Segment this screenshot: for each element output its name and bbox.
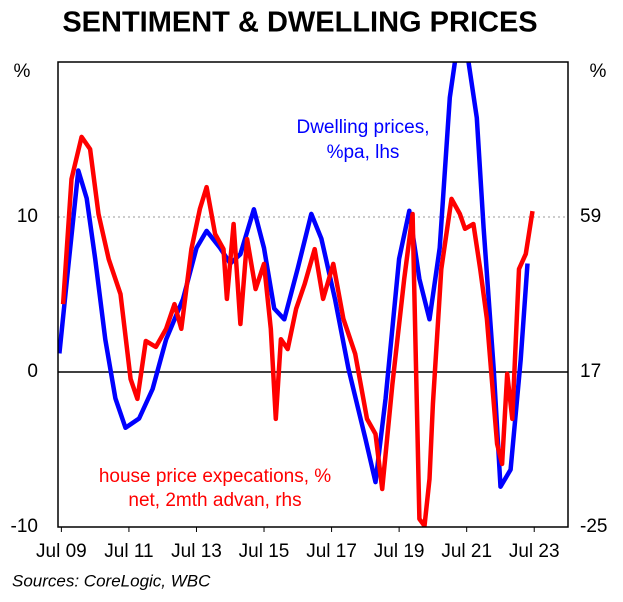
y-axis-label: % bbox=[14, 61, 31, 82]
y2-axis-label: % bbox=[590, 61, 607, 82]
annotation: net, 2mth advan, rhs bbox=[128, 490, 301, 511]
x-tick-label: Jul 15 bbox=[239, 541, 290, 562]
x-tick-label: Jul 17 bbox=[306, 541, 357, 562]
annotation: Dwelling prices, bbox=[296, 117, 429, 138]
series-line bbox=[58, 62, 530, 489]
chart-title: SENTIMENT & DWELLING PRICES bbox=[62, 7, 537, 39]
source-note: Sources: CoreLogic, WBC bbox=[12, 571, 211, 590]
plot-frame bbox=[57, 61, 569, 528]
x-tick-label: Jul 19 bbox=[374, 541, 425, 562]
y2-tick-label: -25 bbox=[580, 516, 607, 537]
y-tick-label: 10 bbox=[17, 206, 38, 227]
y-tick-label: -10 bbox=[11, 516, 38, 537]
x-tick-label: Jul 21 bbox=[441, 541, 492, 562]
y2-tick-label: 17 bbox=[580, 361, 601, 382]
x-tick-label: Jul 23 bbox=[509, 541, 560, 562]
x-tick-label: Jul 13 bbox=[171, 541, 222, 562]
x-tick-label: Jul 11 bbox=[104, 541, 153, 562]
plot-lines bbox=[58, 62, 535, 527]
y-tick-label: 0 bbox=[27, 361, 38, 382]
annotation: house price expecations, % bbox=[99, 466, 331, 487]
y2-tick-label: 59 bbox=[580, 206, 601, 227]
x-tick-label: Jul 09 bbox=[36, 541, 87, 562]
series-line bbox=[60, 134, 535, 527]
annotation: %pa, lhs bbox=[327, 142, 400, 163]
